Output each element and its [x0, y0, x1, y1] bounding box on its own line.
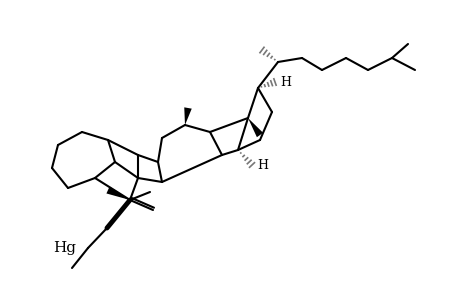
Polygon shape — [247, 118, 263, 137]
Text: H: H — [257, 158, 268, 172]
Text: H: H — [280, 76, 291, 88]
Polygon shape — [184, 107, 191, 125]
Polygon shape — [106, 187, 130, 200]
Text: Hg: Hg — [53, 241, 76, 255]
